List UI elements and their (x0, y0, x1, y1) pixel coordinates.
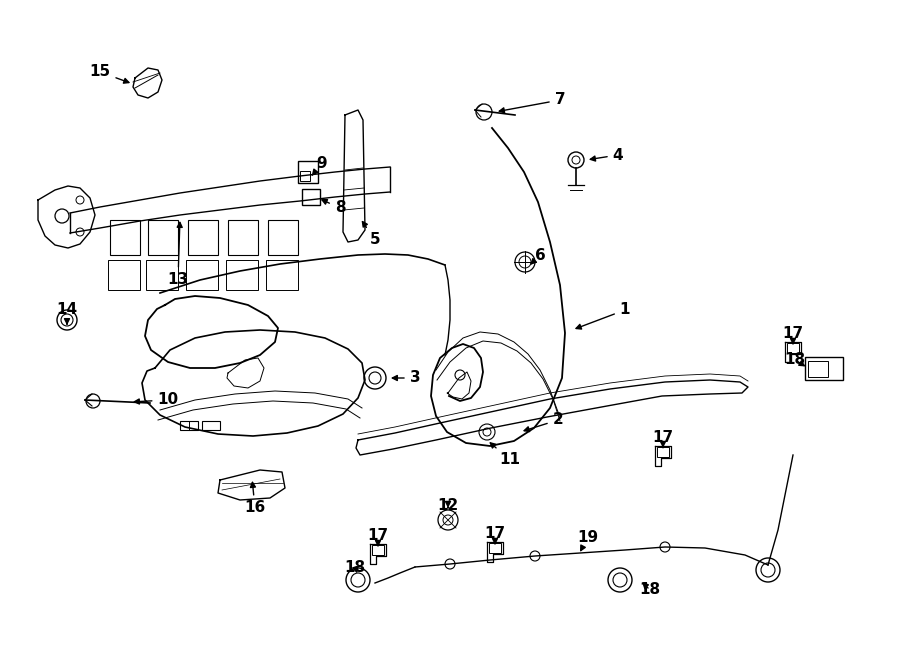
Bar (108, 260, 140, 290)
Text: 16: 16 (245, 483, 266, 516)
Text: 4: 4 (590, 147, 624, 163)
Text: 11: 11 (491, 443, 520, 467)
Text: 7: 7 (500, 93, 565, 113)
Text: 17: 17 (484, 525, 506, 544)
Bar (146, 260, 178, 290)
Bar (489, 543, 501, 553)
Bar (805, 357, 843, 380)
Bar (186, 260, 218, 290)
Text: 6: 6 (531, 247, 545, 264)
Bar (148, 220, 178, 255)
Text: 1: 1 (576, 303, 630, 329)
Bar (188, 220, 218, 255)
Bar (226, 260, 258, 290)
Text: 14: 14 (57, 303, 77, 324)
Text: 18: 18 (345, 559, 365, 574)
Text: 5: 5 (363, 221, 381, 247)
Text: 13: 13 (167, 222, 189, 288)
Bar (228, 220, 258, 255)
Bar (302, 189, 320, 205)
Text: 12: 12 (437, 498, 459, 512)
Bar (657, 447, 669, 457)
Text: 10: 10 (134, 393, 178, 407)
Bar (372, 545, 384, 555)
Text: 19: 19 (578, 529, 599, 551)
Text: 17: 17 (367, 527, 389, 546)
Text: 8: 8 (322, 200, 346, 215)
Bar (787, 343, 799, 353)
Bar (180, 421, 198, 430)
Bar (298, 161, 318, 183)
Bar (202, 421, 220, 430)
Text: 17: 17 (652, 430, 673, 447)
Text: 15: 15 (89, 65, 129, 83)
Text: 3: 3 (392, 371, 420, 385)
Bar (268, 220, 298, 255)
Text: 18: 18 (639, 582, 661, 598)
Bar (808, 361, 828, 377)
Text: 2: 2 (524, 412, 563, 432)
Bar (266, 260, 298, 290)
Bar (300, 171, 310, 181)
Text: 9: 9 (312, 155, 328, 175)
Text: 18: 18 (785, 352, 806, 368)
Text: 17: 17 (782, 325, 804, 344)
Bar (110, 220, 140, 255)
